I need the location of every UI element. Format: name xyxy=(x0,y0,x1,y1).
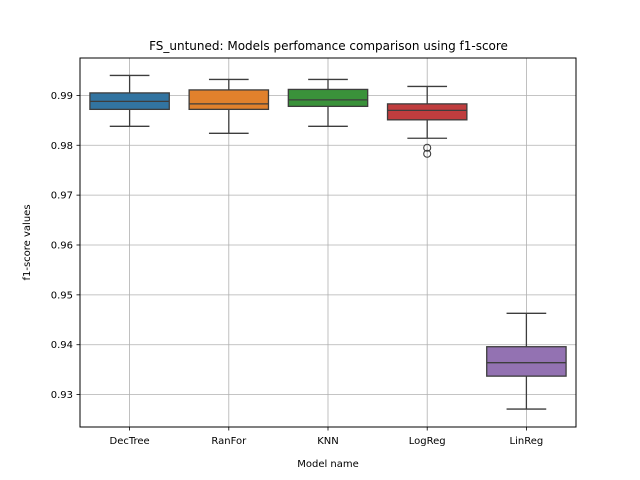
x-tick-label: LogReg xyxy=(409,436,446,447)
box-body xyxy=(188,89,270,111)
box-knn xyxy=(287,78,369,127)
y-axis-label: f1-score values xyxy=(22,204,33,280)
y-tick-label: 0.94 xyxy=(51,340,73,351)
y-tick-label: 0.96 xyxy=(51,240,73,251)
x-tick-label: RanFor xyxy=(211,436,247,447)
box-body xyxy=(386,103,468,121)
chart-title: FS_untuned: Models perfomance comparison… xyxy=(149,39,508,53)
box-logreg xyxy=(386,85,468,158)
y-tick-label: 0.93 xyxy=(51,390,73,401)
y-axis-ticks: 0.93 0.94 0.95 0.96 0.97 0.98 0.99 xyxy=(51,91,80,401)
box-linreg xyxy=(486,312,567,410)
x-tick-label: LinReg xyxy=(510,436,544,447)
outlier-point xyxy=(423,149,432,158)
box-body xyxy=(486,346,567,377)
y-tick-label: 0.97 xyxy=(51,191,73,202)
box-ranfor xyxy=(188,78,270,134)
x-tick-label: DecTree xyxy=(110,436,150,447)
boxes xyxy=(89,74,567,410)
x-tick-label: KNN xyxy=(317,436,339,447)
x-axis-ticks: DecTree RanFor KNN LogReg LinReg xyxy=(110,427,544,447)
outlier-point xyxy=(423,143,432,152)
x-axis-label: Model name xyxy=(297,459,359,470)
box-dectree xyxy=(89,74,170,127)
y-tick-label: 0.99 xyxy=(51,91,73,102)
y-tick-label: 0.95 xyxy=(51,290,73,301)
y-tick-label: 0.98 xyxy=(51,141,73,152)
box-body xyxy=(287,88,369,108)
